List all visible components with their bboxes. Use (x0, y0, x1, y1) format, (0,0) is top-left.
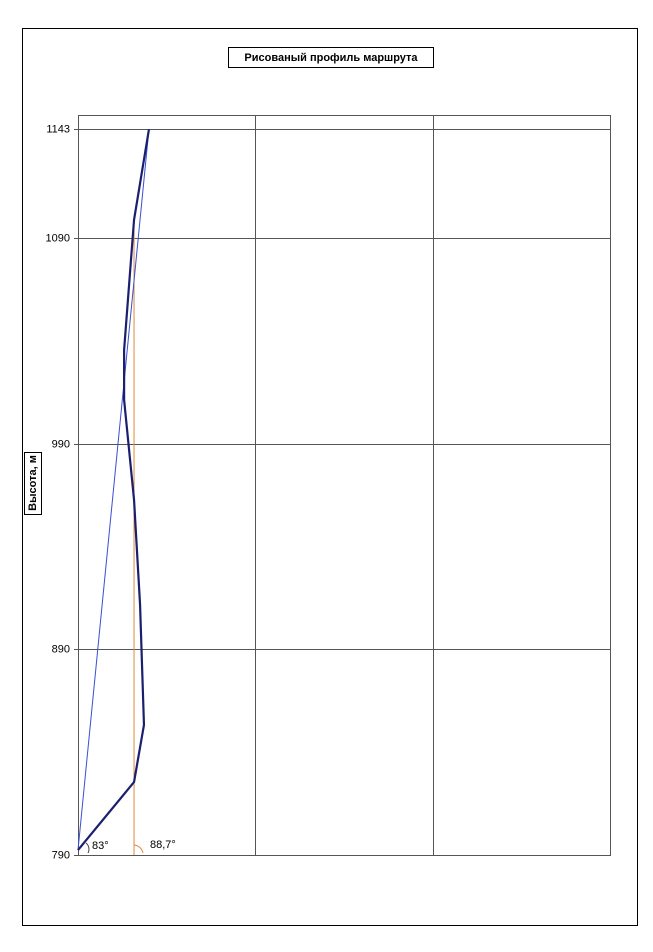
annotation: 83° (92, 840, 109, 852)
y-label-box (24, 452, 42, 515)
y-tick-label: 1143 (46, 123, 70, 135)
title-box (228, 47, 434, 68)
chart-title: Рисованый профиль маршрута (244, 52, 418, 64)
y-tick-label: 890 (52, 643, 70, 655)
y-tick-label: 990 (52, 438, 70, 450)
annotation: 88,7° (150, 839, 176, 851)
line (77, 129, 151, 851)
angle-arc (85, 842, 90, 854)
line (77, 129, 150, 851)
chart-frame (22, 28, 638, 926)
y-tick-label: 790 (52, 849, 70, 861)
y-tick-label: 1090 (46, 232, 70, 244)
y-axis-label: Высота, м (27, 455, 39, 511)
